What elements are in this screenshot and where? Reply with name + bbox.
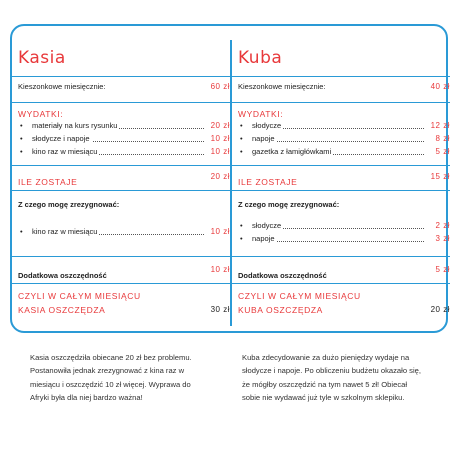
allowance-amount: 40 zł — [430, 82, 450, 91]
extra-row: Dodatkowa oszczędność 10 zł — [18, 265, 230, 280]
giveup-label: Z czego mogę zrezygnować: — [238, 200, 340, 209]
extra-row: Dodatkowa oszczędność 5 zł — [238, 265, 450, 280]
total-label-1: CZYLI W CAŁYM MIESIĄCU — [18, 291, 141, 301]
extra-amount: 5 zł — [435, 265, 450, 274]
allowance-amount: 60 zł — [210, 82, 230, 91]
divider — [12, 76, 230, 77]
kuba-column: Kuba Kieszonkowe miesięcznie: 40 zł WYDA… — [232, 40, 450, 315]
divider — [12, 283, 230, 284]
extra-label: Dodatkowa oszczędność — [238, 271, 327, 280]
extra-label: Dodatkowa oszczędność — [18, 271, 107, 280]
allowance-label: Kieszonkowe miesięcznie: — [238, 82, 326, 91]
divider — [232, 102, 450, 103]
divider — [12, 190, 230, 191]
list-item: • kino raz w miesiącu 10 zł — [20, 225, 230, 238]
remaining-amount: 15 zł — [430, 172, 450, 181]
list-item: • słodycze 12 zł — [240, 119, 450, 132]
total-row: CZYLI W CAŁYM MIESIĄCU KUBA OSZCZĘDZA 20… — [238, 291, 450, 321]
kasia-column: Kasia Kieszonkowe miesięcznie: 60 zł WYD… — [12, 40, 230, 315]
list-item: • napoje 3 zł — [240, 232, 450, 245]
expenses-section: WYDATKI: • materiały na kurs rysunku 20 zł… — [18, 109, 230, 158]
remaining-label: ILE ZOSTAJE — [238, 177, 298, 187]
column-divider — [230, 40, 232, 326]
list-item: • materiały na kurs rysunku 20 zł — [20, 119, 230, 132]
remaining-label: ILE ZOSTAJE — [18, 177, 78, 187]
total-amount: 20 zł — [430, 305, 450, 314]
expenses-section: WYDATKI: • słodycze 12 zł • napoje 8 zł • gaz… — [238, 109, 450, 158]
budget-table-frame — [10, 24, 448, 333]
expenses-label: WYDATKI: — [18, 109, 64, 119]
total-label-1: CZYLI W CAŁYM MIESIĄCU — [238, 291, 361, 301]
list-item: • napoje 8 zł — [240, 132, 450, 145]
giveup-section: Z czego mogę zrezygnować: • słodycze 2 zł … — [238, 200, 450, 245]
remaining-row: ILE ZOSTAJE 15 zł — [238, 172, 450, 187]
allowance-label: Kieszonkowe miesięcznie: — [18, 82, 106, 91]
remaining-row: ILE ZOSTAJE 20 zł — [18, 172, 230, 187]
total-row: CZYLI W CAŁYM MIESIĄCU KASIA OSZCZĘDZA 3… — [18, 291, 230, 321]
divider — [232, 283, 450, 284]
expenses-label: WYDATKI: — [238, 109, 284, 119]
kuba-name: Kuba — [238, 48, 283, 68]
divider — [232, 165, 450, 166]
list-item: • gazetka z łamigłówkami 5 zł — [240, 145, 450, 158]
giveup-section: Z czego mogę zrezygnować: • kino raz w mi… — [18, 200, 230, 238]
allowance-row: Kieszonkowe miesięcznie: 40 zł — [238, 82, 450, 96]
total-label-2: KUBA OSZCZĘDZA — [238, 305, 323, 315]
total-label-2: KASIA OSZCZĘDZA — [18, 305, 106, 315]
divider — [232, 76, 450, 77]
total-amount: 30 zł — [210, 305, 230, 314]
divider — [12, 256, 230, 257]
kuba-paragraph: Kuba zdecydowanie za dużo pieniędzy wyda… — [242, 353, 421, 402]
divider — [12, 102, 230, 103]
remaining-amount: 20 zł — [210, 172, 230, 181]
list-item: • słodycze 2 zł — [240, 219, 450, 232]
allowance-row: Kieszonkowe miesięcznie: 60 zł — [18, 82, 230, 96]
giveup-label: Z czego mogę zrezygnować: — [18, 200, 120, 209]
divider — [232, 190, 450, 191]
extra-amount: 10 zł — [210, 265, 230, 274]
list-item: • kino raz w miesiącu 10 zł — [20, 145, 230, 158]
divider — [232, 256, 450, 257]
kasia-name: Kasia — [18, 48, 66, 68]
list-item: • słodycze i napoje 10 zł — [20, 132, 230, 145]
divider — [12, 165, 230, 166]
kasia-paragraph: Kasia oszczędziła obiecane 20 zł bez pro… — [30, 353, 192, 402]
